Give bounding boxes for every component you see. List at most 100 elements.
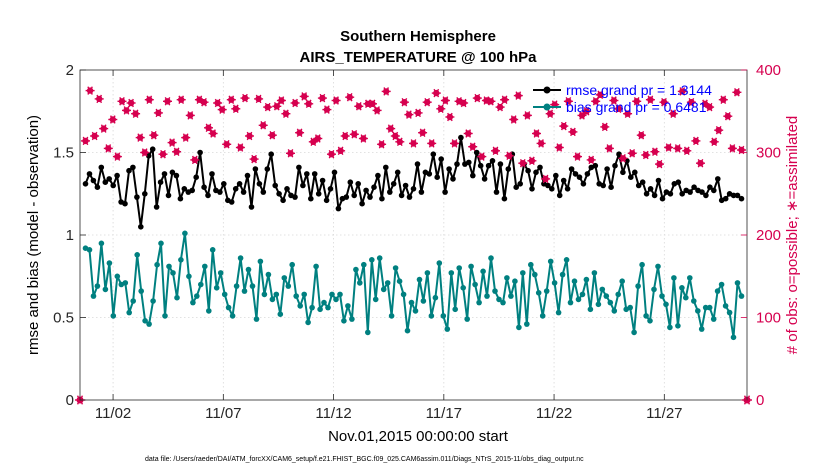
obs-assimilated-marker (532, 129, 541, 138)
rmse-point (612, 162, 618, 169)
obs-assimilated-marker (604, 144, 614, 153)
bias-point (229, 313, 236, 319)
bias-point (532, 271, 538, 278)
rmse-point (197, 149, 203, 156)
obs-assimilated-stroke (652, 147, 658, 156)
obs-assimilated-marker (522, 111, 532, 120)
rmse-point (106, 176, 112, 182)
obs-assimilated-marker (286, 149, 295, 158)
rmse-point (505, 166, 512, 172)
obs-assimilated-stroke (91, 131, 98, 141)
rmse-point (86, 171, 93, 177)
obs-assimilated-stroke (697, 158, 704, 168)
bias-point (281, 275, 288, 281)
obs-assimilated-stroke (150, 130, 157, 140)
rmse-point (497, 161, 504, 167)
bias-point (289, 261, 296, 268)
bias-point (202, 263, 208, 270)
bias-point (587, 306, 594, 313)
bias-point (528, 261, 534, 268)
rmse-point (667, 191, 674, 197)
rmse-point (493, 189, 500, 195)
rmse-point (418, 189, 425, 195)
bias-point (508, 293, 514, 299)
bias-point (249, 283, 256, 289)
rmse-point (331, 169, 338, 176)
bias-point (671, 275, 677, 281)
bias-point (571, 278, 578, 285)
obs-assimilated-marker (399, 97, 409, 107)
obs-assimilated-marker (390, 131, 400, 141)
x-tick-label: 11/17 (426, 405, 462, 422)
bias-point (400, 291, 407, 298)
rmse-point (537, 164, 543, 171)
obs-assimilated-stroke (460, 98, 467, 108)
rmse-point (738, 195, 745, 202)
rmse-point (315, 191, 322, 197)
bias-point (134, 252, 140, 258)
rmse-point (580, 181, 587, 187)
obs-assimilated-marker (372, 106, 382, 115)
obs-assimilated-stroke (647, 95, 654, 104)
obs-assimilated-stroke (219, 105, 226, 114)
obs-assimilated-stroke (620, 154, 626, 163)
bias-point (321, 299, 327, 306)
rmse-point (138, 224, 144, 230)
obs-assimilated-stroke (328, 149, 335, 159)
obs-assimilated-marker (358, 134, 368, 143)
bias-point (675, 323, 681, 329)
bias-point (718, 281, 725, 288)
rmse-point (715, 176, 721, 182)
bias-point (293, 293, 300, 299)
obs-assimilated-marker (618, 154, 628, 163)
obs-assimilated-stroke (355, 102, 362, 111)
y2-tick-label: 0 (756, 392, 764, 409)
obs-assimilated-marker (354, 102, 364, 111)
obs-assimilated-marker (409, 139, 418, 148)
rmse-point (430, 151, 437, 157)
x-tick-label: 11/02 (95, 405, 131, 422)
rmse-point (256, 181, 263, 187)
bias-point (106, 260, 113, 266)
grid-lines (80, 70, 747, 400)
obs-assimilated-stroke (114, 152, 121, 161)
bias-point (146, 321, 152, 327)
bias-point (345, 303, 351, 309)
obs-assimilated-stroke (465, 129, 472, 138)
rmse-point (296, 164, 302, 171)
rmse-point (604, 166, 610, 172)
obs-assimilated-marker (122, 106, 131, 115)
rmse-point (149, 146, 156, 152)
bias-point (372, 296, 379, 303)
obs-assimilated-stroke (337, 146, 344, 156)
obs-assimilated-marker (641, 150, 651, 160)
obs-assimilated-stroke (410, 139, 417, 148)
rmse-point (383, 164, 389, 171)
obs-assimilated-stroke (424, 97, 431, 107)
rmse-point (647, 186, 654, 192)
bias-point (687, 275, 693, 281)
obs-assimilated-marker (99, 124, 109, 133)
rmse-point (572, 171, 579, 177)
obs-assimilated-stroke (182, 133, 189, 142)
rmse-point (347, 179, 354, 185)
obs-assimilated-stroke (169, 138, 175, 147)
rmse-point (205, 192, 211, 199)
obs-assimilated-stroke (146, 95, 153, 104)
rmse-point (485, 162, 492, 169)
rmse-point (390, 181, 397, 187)
rmse-point (477, 162, 484, 169)
bias-line (85, 232, 743, 339)
chart-title: Southern Hemisphere (340, 28, 496, 45)
obs-assimilated-stroke (87, 86, 93, 95)
bias-point (110, 313, 117, 319)
obs-assimilated-stroke (492, 146, 499, 156)
obs-assimilated-marker (718, 95, 728, 104)
rmse-point (414, 161, 421, 167)
bias-point (607, 299, 614, 306)
bias-point (309, 304, 315, 311)
bias-point (667, 324, 673, 331)
rmse-point (193, 174, 199, 180)
bias-point (655, 263, 661, 270)
obs-assimilated-marker (304, 99, 314, 109)
